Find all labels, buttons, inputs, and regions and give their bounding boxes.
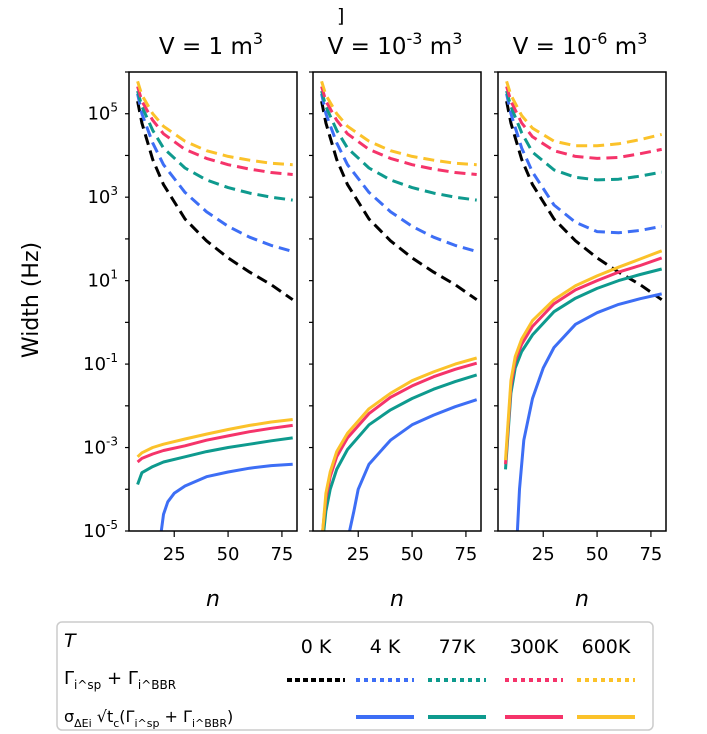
- series-line-dashed-600k-panel2: [320, 80, 477, 167]
- series-line-solid-300k-panel3: [504, 256, 663, 465]
- legend-temperature-label: 0 K: [301, 636, 332, 658]
- x-tick-label: 50: [217, 544, 240, 565]
- panel-title-1: V = 1 m3: [159, 29, 263, 60]
- legend-temperature-label: 300K: [510, 636, 559, 658]
- series-line-dashed-600k-panel3: [505, 80, 663, 148]
- y-axis-label: Width (Hz): [19, 242, 44, 358]
- series-line-dashed-4k-panel1: [136, 93, 294, 253]
- plot-frame-panel1: [128, 71, 298, 532]
- series-line-dashed-300k-panel2: [320, 86, 477, 176]
- series-line-dashed-600k-panel1: [136, 80, 293, 167]
- y-tick-label: 101: [87, 268, 118, 292]
- x-axis-label: n: [390, 587, 404, 612]
- x-axis-label: n: [575, 587, 589, 612]
- x-tick-label: 25: [163, 544, 186, 565]
- y-tick-label: 103: [87, 184, 118, 208]
- legend-header: T: [64, 630, 77, 652]
- x-tick-label: 25: [532, 544, 555, 565]
- series-line-dashed-300k-panel3: [505, 86, 662, 160]
- series-line-dashed-77k-panel2: [320, 90, 477, 202]
- x-tick-label: 50: [586, 544, 609, 565]
- y-tick-label: 10-5: [83, 518, 118, 542]
- legend-row1-label: Γi^sp + Γi^BBR: [64, 668, 176, 692]
- plot-frame-panel3: [497, 71, 667, 532]
- series-line-solid-4k-panel2: [348, 398, 478, 531]
- y-tick-label: 10-3: [83, 435, 118, 459]
- x-tick-label: 25: [347, 544, 370, 565]
- x-axis-label: n: [206, 587, 220, 612]
- series-line-solid-300k-panel1: [136, 423, 293, 464]
- x-tick-label: 75: [454, 544, 477, 565]
- x-tick-label: 50: [401, 544, 424, 565]
- y-tick-label: 10-1: [83, 351, 118, 375]
- series-line-solid-4k-panel3: [515, 292, 663, 531]
- series-line-dashed-77k-panel1: [136, 90, 293, 202]
- legend-temperature-label: 77K: [439, 636, 476, 658]
- series-line-dashed-4k-panel3: [505, 93, 662, 235]
- legend-temperature-label: 4 K: [370, 636, 401, 658]
- x-tick-label: 75: [270, 544, 293, 565]
- series-line-solid-600k-panel3: [504, 249, 663, 461]
- series-line-solid-77k-panel1: [136, 436, 293, 486]
- series-line-dashed-4k-panel2: [320, 93, 478, 253]
- stray-bracket-mark: ]: [337, 5, 344, 27]
- series-line-dashed-0k-panel2: [320, 100, 478, 301]
- series-line-dashed-0k-panel3: [505, 100, 663, 301]
- series-line-solid-600k-panel2: [321, 356, 478, 531]
- panel-title-3: V = 10-6 m3: [513, 29, 648, 60]
- series-line-solid-4k-panel1: [159, 462, 293, 531]
- legend-row2-label: σΔEi √tc(Γi^sp + Γi^BBR): [64, 707, 233, 730]
- series-line-dashed-300k-panel1: [136, 86, 293, 176]
- y-tick-label: 105: [87, 101, 118, 125]
- series-line-dashed-77k-panel3: [505, 90, 662, 182]
- x-tick-label: 75: [639, 544, 662, 565]
- panel-title-2: V = 10-3 m3: [328, 29, 463, 60]
- series-line-dashed-0k-panel1: [136, 100, 294, 301]
- plot-frame-panel2: [312, 71, 482, 532]
- series-line-solid-600k-panel1: [136, 418, 293, 458]
- legend-box: [56, 621, 654, 731]
- legend-temperature-label: 600K: [582, 636, 631, 658]
- series-line-solid-77k-panel2: [322, 373, 478, 531]
